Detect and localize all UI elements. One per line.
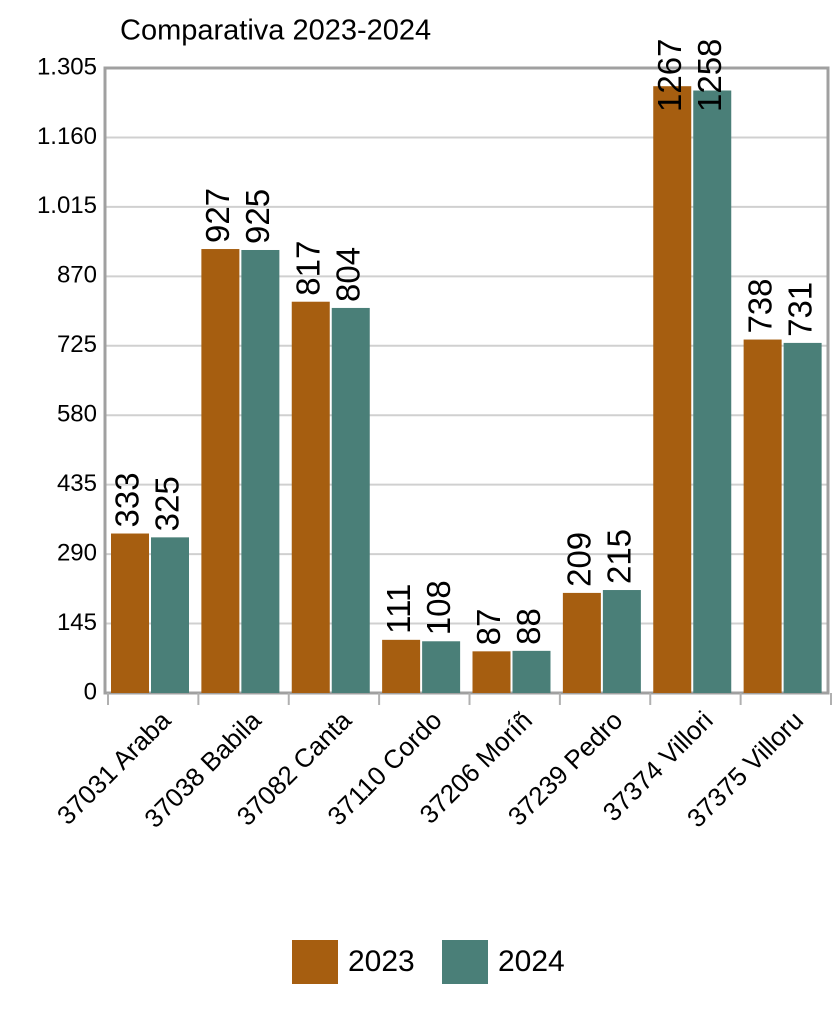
value-label: 333 — [109, 472, 146, 527]
bar — [512, 650, 551, 693]
value-label: 925 — [239, 189, 276, 244]
value-label: 738 — [741, 278, 778, 333]
bar — [743, 339, 782, 693]
value-label: 804 — [329, 247, 366, 302]
bar — [291, 301, 330, 693]
y-tick-label: 290 — [57, 539, 97, 566]
value-label: 108 — [420, 580, 457, 635]
legend-label: 2024 — [498, 945, 565, 978]
y-tick-label: 0 — [84, 678, 97, 705]
plot-frame — [103, 66, 830, 695]
bar — [151, 537, 189, 693]
bar — [331, 307, 370, 693]
value-label: 111 — [380, 584, 417, 634]
y-tick-label: 1.015 — [37, 192, 97, 219]
value-label: 1267 — [651, 39, 688, 112]
value-label: 1258 — [691, 39, 728, 112]
value-label: 209 — [561, 532, 598, 587]
value-label: 817 — [289, 241, 326, 296]
bar — [653, 86, 692, 694]
y-tick-label: 435 — [57, 470, 97, 497]
y-tick-label: 1.160 — [37, 123, 97, 150]
bar — [472, 651, 511, 693]
bar — [382, 639, 421, 693]
bar — [111, 533, 149, 693]
value-label: 731 — [781, 282, 818, 337]
legend-swatch — [292, 940, 338, 984]
value-label: 325 — [149, 476, 186, 531]
bar — [783, 342, 822, 693]
y-tick-label: 725 — [57, 331, 97, 358]
bar — [693, 90, 732, 693]
bar — [241, 249, 280, 693]
value-label: 87 — [470, 609, 507, 646]
bar — [422, 641, 461, 693]
legend-label: 2023 — [348, 945, 415, 978]
value-label: 215 — [601, 529, 638, 584]
value-label: 927 — [199, 188, 236, 243]
legend-swatch — [442, 940, 488, 984]
bar — [201, 249, 240, 693]
chart-title: Comparativa 2023-2024 — [120, 15, 431, 47]
bar — [602, 590, 641, 693]
y-tick-label: 145 — [57, 609, 97, 636]
y-tick-label: 870 — [57, 262, 97, 289]
y-tick-label: 1.305 — [37, 53, 97, 80]
y-tick-label: 580 — [57, 401, 97, 428]
bar — [562, 592, 601, 693]
value-label: 88 — [510, 608, 547, 645]
